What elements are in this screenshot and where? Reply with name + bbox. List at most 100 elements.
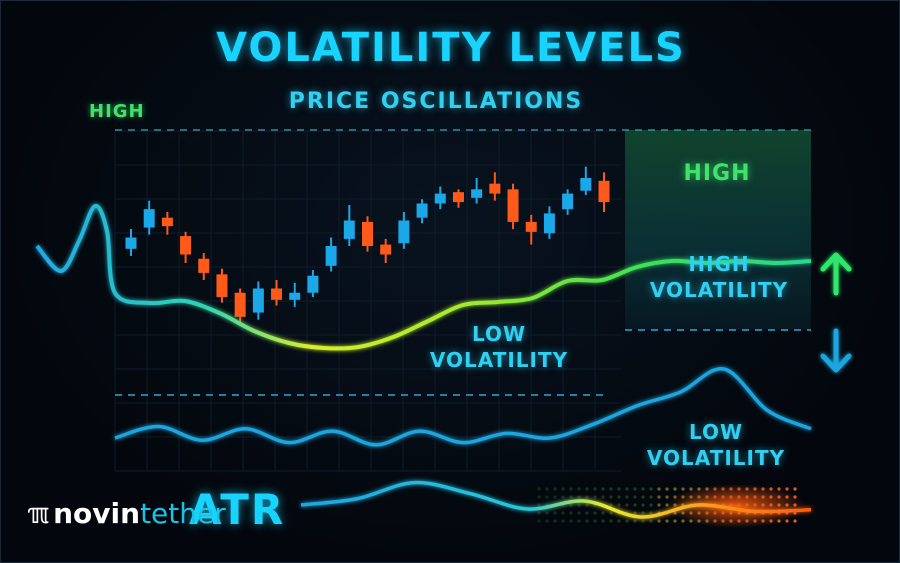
atr-heat-dot	[577, 503, 581, 507]
candle-body	[489, 183, 501, 194]
atr-heat-dot	[793, 487, 797, 491]
atr-heat-dot	[633, 503, 637, 507]
candle-body	[580, 178, 592, 191]
low-volatility-right-line2: VOLATILITY	[646, 446, 786, 470]
candle-body	[161, 217, 173, 227]
atr-heat-dot	[537, 487, 541, 491]
atr-heat-dot	[593, 487, 597, 491]
atr-heat-dot	[641, 519, 645, 523]
atr-heat-dot	[537, 503, 541, 507]
atr-heat-dot	[609, 487, 613, 491]
atr-label: ATR	[189, 485, 286, 534]
atr-heat-dot	[609, 519, 613, 523]
high-volatility-label-line2: VOLATILITY	[649, 278, 789, 302]
atr-heat-dot	[793, 519, 797, 523]
atr-heat-dot	[657, 503, 661, 507]
candle-body	[471, 189, 483, 198]
atr-heat-dot	[657, 519, 661, 523]
atr-heat-dot	[665, 495, 669, 499]
atr-heat-dot	[537, 511, 541, 515]
candle-body	[180, 236, 192, 255]
atr-heat-dot	[593, 495, 597, 499]
atr-heat-dot	[577, 495, 581, 499]
atr-heat-dot	[601, 487, 605, 491]
atr-heat-dot	[649, 487, 653, 491]
atr-heat-dot	[641, 495, 645, 499]
atr-heat-dot	[585, 487, 589, 491]
atr-heat-dot	[569, 495, 573, 499]
atr-heat-dot	[569, 503, 573, 507]
candlestick-series	[125, 166, 610, 326]
candle-body	[252, 288, 264, 313]
atr-heat-dot	[553, 511, 557, 515]
high-volatility-label-line1: HIGH	[688, 252, 750, 276]
atr-heat-dot	[545, 495, 549, 499]
candle-body	[325, 246, 337, 266]
atr-heat-dot	[601, 495, 605, 499]
atr-hot-glow	[666, 484, 806, 528]
low-volatility-wave	[114, 367, 812, 447]
atr-heat-dot	[561, 487, 565, 491]
price-oscillation-curve	[35, 203, 812, 351]
atr-heat-dot	[601, 519, 605, 523]
brand-logo-part1: novin	[53, 497, 141, 530]
arrow-down-icon	[820, 328, 852, 373]
atr-heat-dot	[617, 519, 621, 523]
candle-body	[507, 189, 519, 222]
atr-heat-dot	[561, 495, 565, 499]
candle-body	[598, 180, 610, 203]
atr-heat-dot	[681, 487, 685, 491]
atr-heat-dot	[625, 495, 629, 499]
brand-logo-part2: tether	[140, 497, 226, 530]
atr-heat-dot	[633, 495, 637, 499]
atr-heat-dot	[785, 487, 789, 491]
atr-heat-dot	[641, 503, 645, 507]
candle-body	[289, 292, 301, 300]
atr-heat-dot	[657, 495, 661, 499]
atr-heat-dot	[601, 511, 605, 515]
atr-heat-dot	[625, 519, 629, 523]
atr-heat-dot	[585, 519, 589, 523]
candle-body	[525, 221, 537, 232]
atr-heat-dot	[553, 495, 557, 499]
candle-body	[198, 258, 210, 273]
atr-heat-dot	[641, 487, 645, 491]
atr-heat-dot	[593, 511, 597, 515]
candle-body	[434, 193, 446, 204]
atr-heat-dot	[609, 503, 613, 507]
atr-heat-dot	[553, 487, 557, 491]
atr-heat-dot	[673, 487, 677, 491]
atr-heat-dot	[577, 511, 581, 515]
atr-heat-dot	[553, 519, 557, 523]
atr-heat-dot	[617, 495, 621, 499]
candle-body	[343, 220, 355, 239]
atr-heat-dot	[633, 487, 637, 491]
atr-heat-dot	[585, 503, 589, 507]
atr-heat-dot	[537, 519, 541, 523]
atr-heat-dot	[625, 503, 629, 507]
candle-body	[380, 244, 392, 255]
candle-body	[452, 192, 464, 203]
chart-title: VOLATILITY LEVELS	[216, 25, 686, 71]
candle-body	[125, 237, 137, 249]
chart-subtitle: PRICE OSCILLATIONS	[288, 89, 584, 114]
atr-heat-dot	[641, 511, 645, 515]
brand-logo-mark: ℼ	[27, 497, 50, 530]
atr-heat-dot	[561, 511, 565, 515]
atr-heat-dot	[649, 503, 653, 507]
candle-body	[398, 220, 410, 244]
atr-heat-dot	[545, 487, 549, 491]
low-volatility-right-line1: LOW	[688, 420, 744, 444]
high-volatility-zone	[625, 130, 811, 330]
candle-body	[362, 221, 373, 246]
candle-body	[307, 275, 319, 293]
high-volatility-label: HIGH VOLATILITY	[637, 251, 801, 303]
atr-heat-dot	[609, 495, 613, 499]
arrow-up-icon	[820, 252, 852, 296]
atr-heat-dot	[657, 487, 661, 491]
atr-heat-dot	[569, 487, 573, 491]
atr-heat-dot	[593, 519, 597, 523]
atr-heat-dot	[585, 511, 589, 515]
